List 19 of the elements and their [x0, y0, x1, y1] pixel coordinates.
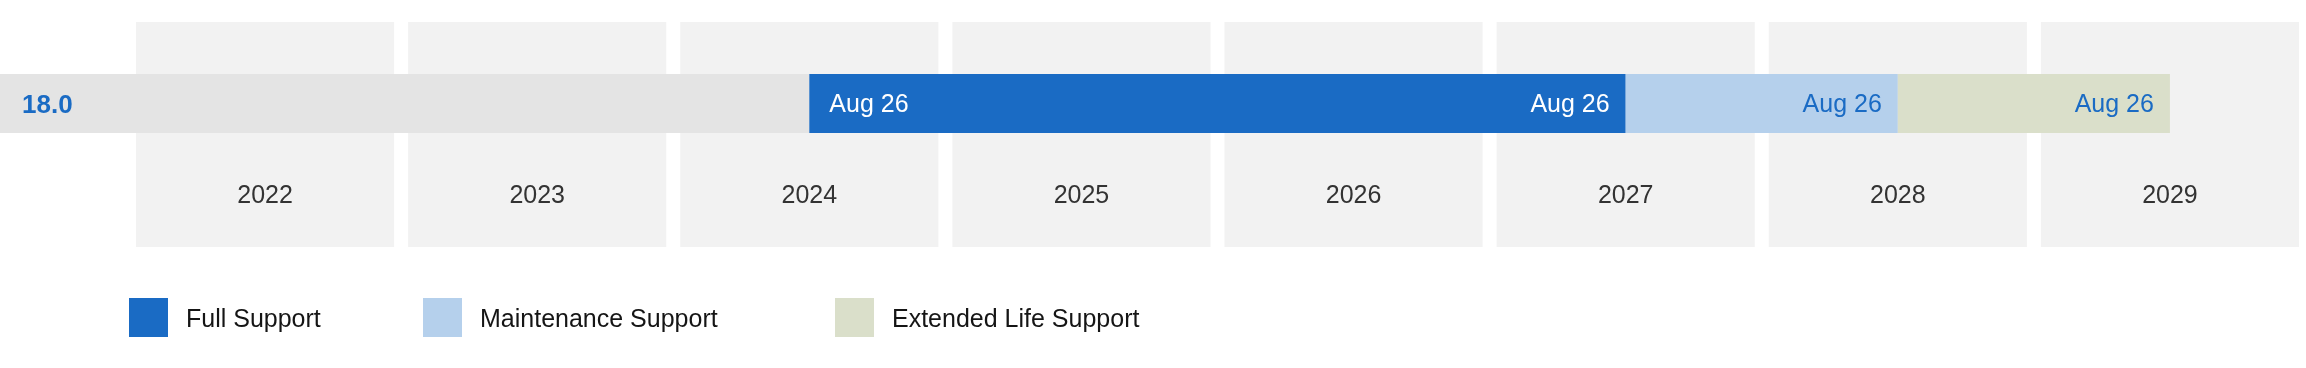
x-tick-label: 2024 — [781, 180, 838, 208]
annotation: Aug 26 — [2074, 89, 2154, 118]
x-tick-label: 2026 — [1325, 180, 1382, 208]
x-tick-label: 2027 — [1597, 180, 1654, 208]
x-tick-label: 2025 — [1053, 180, 1110, 208]
annotation: Aug 26 — [1802, 89, 1882, 118]
legend-label: Maintenance Support — [480, 303, 718, 332]
x-tick-label: 2022 — [237, 180, 293, 208]
annotation: Aug 26 — [1530, 89, 1610, 118]
y-tick-label: 18.0 — [22, 88, 73, 119]
legend-label: Extended Life Support — [892, 303, 1140, 332]
annotation: Aug 26 — [829, 89, 909, 118]
x-tick-label: 2028 — [1870, 180, 1926, 208]
x-tick-label: 2023 — [509, 180, 565, 208]
bar — [1625, 74, 1898, 133]
bar — [809, 74, 1626, 133]
x-tick-label: 2029 — [2142, 180, 2198, 208]
legend-label: Full Support — [186, 303, 321, 332]
bar — [1897, 74, 2170, 133]
